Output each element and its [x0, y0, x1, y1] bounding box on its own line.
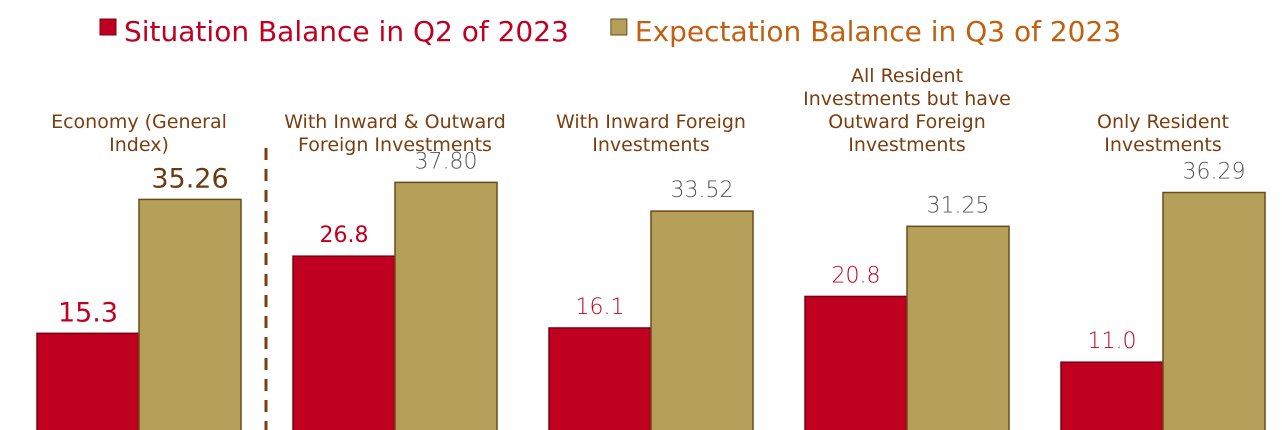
category-label: With Inward Foreign Investments	[556, 111, 746, 156]
legend-swatch	[610, 18, 628, 36]
value-label: 31.25	[927, 193, 990, 218]
value-label: 26.8	[320, 223, 369, 248]
value-label: 16.1	[576, 295, 625, 320]
bar	[36, 332, 140, 430]
category-label: All Resident Investments but have Outward …	[803, 65, 1011, 156]
value-label: 15.3	[58, 297, 118, 328]
value-label: 11.0	[1088, 329, 1137, 354]
bar	[138, 198, 242, 430]
bar	[804, 295, 908, 430]
value-label: 37.80	[415, 149, 478, 174]
legend-label: Expectation Balance in Q3 of 2023	[635, 15, 1121, 48]
bar	[906, 225, 1010, 430]
bar	[394, 181, 498, 430]
value-label: 20.8	[832, 263, 881, 288]
legend-label: Situation Balance in Q2 of 2023	[124, 15, 569, 48]
value-label: 36.29	[1183, 159, 1246, 184]
category-label: With Inward & Outward Foreign Investments	[284, 111, 506, 156]
value-label: 33.52	[671, 178, 734, 203]
legend-swatch	[99, 18, 117, 36]
category-label: Only Resident Investments	[1097, 111, 1229, 156]
bar	[1060, 361, 1164, 430]
bar	[292, 255, 396, 430]
bar	[1162, 191, 1266, 430]
value-label: 35.26	[151, 163, 228, 194]
bar	[548, 327, 652, 430]
bar	[650, 210, 754, 430]
category-label: Economy (General Index)	[51, 111, 227, 156]
